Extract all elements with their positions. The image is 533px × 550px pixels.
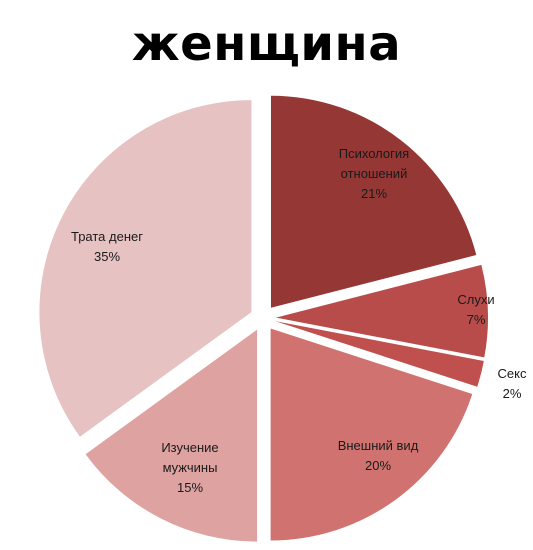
- pie-slice: [270, 328, 473, 541]
- slice-value-label: 2%: [503, 386, 522, 401]
- slice-label: Внешний вид 20%: [338, 438, 419, 473]
- slice-value-label: 20%: [365, 458, 391, 473]
- slice-value-label: 7%: [467, 312, 486, 327]
- slice-value-label: 35%: [94, 249, 120, 264]
- slice-label: Секс 2%: [498, 366, 527, 401]
- slice-name-label: Изучение: [161, 440, 218, 455]
- pie-slice: [275, 264, 488, 358]
- slice-name-label: отношений: [341, 166, 408, 181]
- pie-slice: [39, 100, 252, 437]
- slice-name-label: Трата денег: [71, 229, 143, 244]
- slice-label: Изучение мужчины 15%: [161, 440, 218, 495]
- pie-slice: [85, 329, 258, 542]
- slice-label: Слухи 7%: [457, 292, 494, 327]
- slice-name-label: мужчины: [163, 460, 218, 475]
- slice-name-label: Внешний вид: [338, 438, 419, 453]
- slice-value-label: 21%: [361, 186, 387, 201]
- slice-name-label: Психология: [339, 146, 409, 161]
- chart-title: женщина: [131, 16, 402, 72]
- slice-label: Трата денег 35%: [71, 229, 143, 264]
- slice-name-label: Секс: [498, 366, 527, 381]
- slice-label: Психология отношений 21%: [339, 146, 409, 201]
- pie-slice: [275, 321, 484, 387]
- pie-slice: [270, 95, 477, 308]
- slice-name-label: Слухи: [457, 292, 494, 307]
- slice-value-label: 15%: [177, 480, 203, 495]
